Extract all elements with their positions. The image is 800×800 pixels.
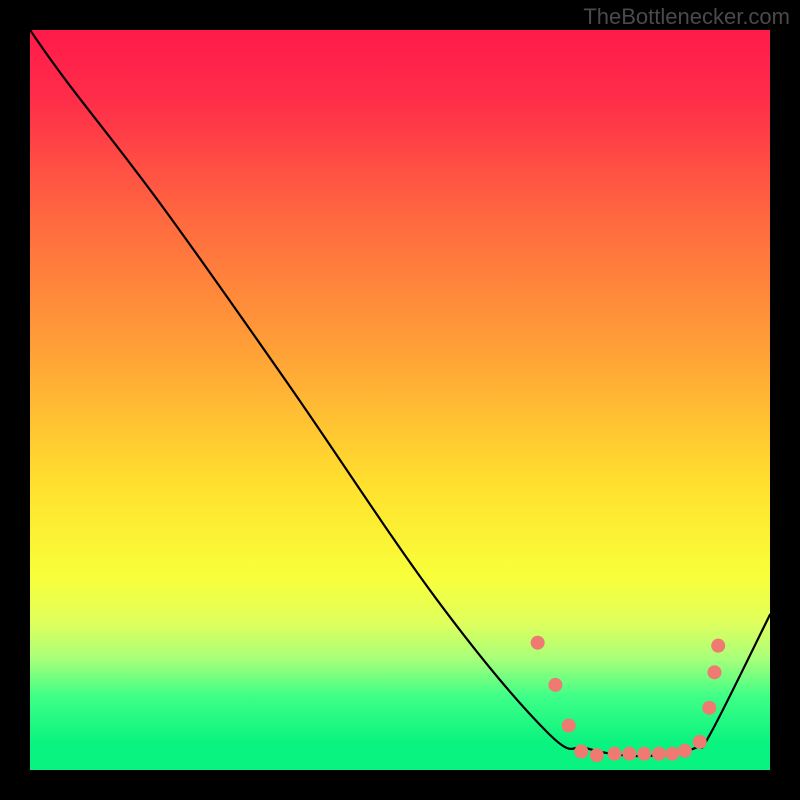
bottleneck-chart bbox=[0, 0, 800, 800]
data-marker bbox=[678, 744, 692, 758]
data-marker bbox=[711, 639, 725, 653]
data-marker bbox=[702, 701, 716, 715]
chart-container: TheBottlenecker.com bbox=[0, 0, 800, 800]
data-marker bbox=[590, 748, 604, 762]
data-marker bbox=[608, 747, 622, 761]
data-marker bbox=[708, 665, 722, 679]
data-marker bbox=[574, 745, 588, 759]
chart-gradient-area bbox=[30, 30, 770, 770]
data-marker bbox=[637, 747, 651, 761]
data-marker bbox=[622, 747, 636, 761]
data-marker bbox=[665, 747, 679, 761]
watermark-text: TheBottlenecker.com bbox=[583, 4, 790, 30]
data-marker bbox=[652, 747, 666, 761]
data-marker bbox=[693, 735, 707, 749]
data-marker bbox=[562, 719, 576, 733]
data-marker bbox=[548, 678, 562, 692]
data-marker bbox=[531, 636, 545, 650]
